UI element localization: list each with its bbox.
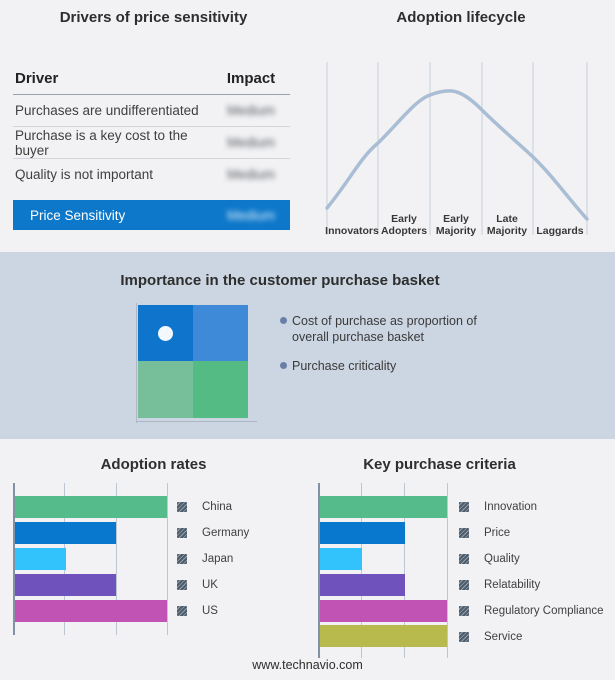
gridline — [404, 483, 405, 658]
legend-label: Regulatory Compliance — [484, 605, 604, 617]
matrix-x-axis — [136, 421, 257, 422]
legend-label: Relatability — [484, 579, 541, 591]
lifecycle-curve-chart — [325, 62, 589, 235]
hatch-swatch-icon — [459, 528, 469, 538]
bar-us — [15, 600, 167, 622]
table-row: Quality is not important Medium — [13, 159, 290, 190]
key-purchase-criteria-legend: Innovation Price Quality Relatability Re… — [459, 500, 604, 644]
hatch-swatch-icon — [459, 502, 469, 512]
driver-cell: Purchase is a key cost to the buyer — [15, 127, 188, 158]
stage-label-innovators: Innovators — [325, 225, 379, 237]
basket-legend-item: Cost of purchase as proportion of overal… — [292, 314, 477, 344]
matrix-cell-bottom-right — [193, 361, 248, 418]
footer-link[interactable]: www.technavio.com — [252, 658, 363, 672]
hatch-swatch-icon — [177, 606, 187, 616]
bar-relatability — [320, 574, 405, 596]
gridline — [167, 483, 168, 635]
legend-item-relatability: Relatability — [459, 578, 604, 592]
legend-label: Germany — [202, 527, 250, 539]
driver-cell: Price Sensitivity — [30, 207, 126, 223]
footer: www.technavio.com — [20, 658, 595, 672]
matrix-cell-top-left — [138, 305, 193, 361]
gridline — [116, 483, 117, 635]
drivers-table: Driver Impact Purchases are undifferenti… — [13, 66, 290, 230]
drivers-table-header: Driver Impact — [13, 66, 290, 95]
legend-label: Japan — [202, 553, 234, 565]
legend-bullet-icon — [280, 317, 287, 324]
bar-innovation — [320, 496, 447, 518]
legend-item-uk: UK — [177, 578, 249, 592]
purchase-basket-band — [0, 252, 615, 439]
bar-service — [320, 625, 447, 647]
adoption-rates-legend: China Germany Japan UK US — [177, 500, 249, 618]
legend-item-price: Price — [459, 526, 604, 540]
legend-item-germany: Germany — [177, 526, 249, 540]
gridline — [361, 483, 362, 658]
driver-column-header: Driver — [15, 70, 59, 87]
stage-label-laggards: Laggards — [536, 225, 584, 237]
impact-column-header: Impact — [226, 70, 276, 87]
hatch-swatch-icon — [459, 554, 469, 564]
bar-regulatory-compliance — [320, 600, 447, 622]
hatch-swatch-icon — [459, 580, 469, 590]
legend-item-regulatory-compliance: Regulatory Compliance — [459, 604, 604, 618]
drivers-title: Drivers of price sensitivity — [59, 9, 248, 26]
table-row: Purchases are undifferentiated Medium — [13, 95, 290, 127]
adoption-rates-title: Adoption rates — [100, 456, 207, 473]
impact-cell-blurred: Medium — [226, 167, 275, 182]
bar-japan — [15, 548, 66, 570]
hatch-swatch-icon — [177, 502, 187, 512]
driver-cell: Purchases are undifferentiated — [15, 103, 199, 118]
gridline — [447, 483, 448, 658]
legend-label: China — [202, 501, 233, 513]
legend-bullet-icon — [280, 362, 287, 369]
lifecycle-title: Adoption lifecycle — [396, 9, 526, 26]
stage-label-late-majority: Late Majority — [486, 213, 528, 237]
legend-item-innovation: Innovation — [459, 500, 604, 514]
bar-china — [15, 496, 167, 518]
y-axis — [318, 483, 320, 658]
bar-quality — [320, 548, 363, 570]
bar-price — [320, 522, 405, 544]
y-axis — [13, 483, 15, 635]
bar-uk — [15, 574, 117, 596]
legend-label: Service — [484, 631, 523, 643]
basket-legend-item: Purchase criticality — [292, 359, 397, 373]
matrix-cell-bottom-left — [138, 361, 193, 418]
hatch-swatch-icon — [459, 606, 469, 616]
price-sensitivity-highlight-row: Price Sensitivity Medium — [13, 200, 290, 230]
key-purchase-criteria-title: Key purchase criteria — [363, 456, 516, 473]
legend-label: Innovation — [484, 501, 538, 513]
matrix-cell-top-right — [193, 305, 248, 361]
hatch-swatch-icon — [177, 580, 187, 590]
hatch-swatch-icon — [177, 554, 187, 564]
legend-label: Price — [484, 527, 511, 539]
legend-item-japan: Japan — [177, 552, 249, 566]
basket-title: Importance in the customer purchase bask… — [120, 272, 440, 289]
hatch-swatch-icon — [177, 528, 187, 538]
legend-item-us: US — [177, 604, 249, 618]
matrix-y-axis — [136, 303, 137, 423]
position-dot — [158, 326, 173, 341]
legend-label: Quality — [484, 553, 520, 565]
legend-label: US — [202, 605, 218, 617]
legend-item-quality: Quality — [459, 552, 604, 566]
legend-item-china: China — [177, 500, 249, 514]
legend-label: UK — [202, 579, 218, 591]
table-row: Purchase is a key cost to the buyer Medi… — [13, 127, 290, 159]
impact-cell-blurred: Medium — [226, 103, 275, 118]
legend-item-service: Service — [459, 630, 604, 644]
bar-germany — [15, 522, 117, 544]
bell-curve — [325, 89, 589, 221]
stage-label-early-majority: Early Majority — [435, 213, 477, 237]
impact-cell-blurred: Medium — [226, 207, 275, 223]
hatch-swatch-icon — [459, 632, 469, 642]
purchase-basket-matrix — [138, 305, 248, 418]
driver-cell: Quality is not important — [15, 167, 154, 182]
impact-cell-blurred: Medium — [226, 135, 275, 150]
stage-label-early-adopters: Early Adopters — [380, 213, 428, 237]
